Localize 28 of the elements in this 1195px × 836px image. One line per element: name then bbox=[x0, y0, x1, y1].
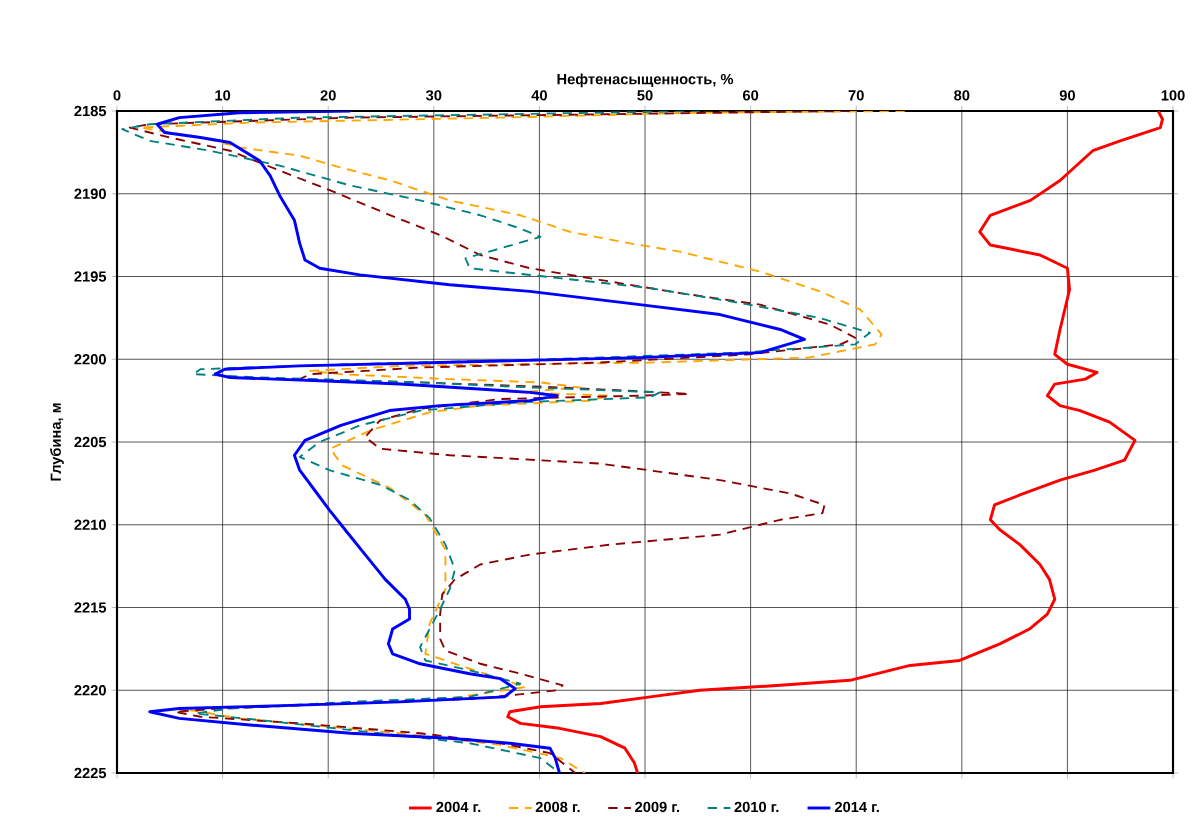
legend-label: 2008 г. bbox=[535, 801, 580, 813]
legend-label: 2009 г. bbox=[635, 801, 680, 813]
x-axis-title: Нефтенасыщенность, % bbox=[557, 73, 734, 88]
x-tick-label: 40 bbox=[531, 90, 547, 101]
x-tick-label: 20 bbox=[320, 90, 336, 101]
y-tick-label: 2205 bbox=[74, 436, 107, 448]
x-tick-label: 80 bbox=[954, 90, 970, 101]
line-series bbox=[506, 111, 1164, 774]
legend-label: 2004 г. bbox=[436, 801, 481, 813]
x-tick-label: 30 bbox=[425, 90, 442, 101]
x-tick-label: 0 bbox=[113, 90, 121, 101]
x-tick-label: 100 bbox=[1161, 90, 1185, 101]
x-tick-label: 70 bbox=[848, 90, 864, 101]
y-tick-label: 2220 bbox=[74, 685, 106, 696]
legend-label: 2010 г. bbox=[734, 801, 779, 813]
y-tick-label: 2190 bbox=[74, 188, 106, 199]
y-tick-label: 2185 bbox=[74, 105, 107, 117]
y-tick-label: 2215 bbox=[74, 602, 107, 613]
x-tick-label: 60 bbox=[743, 90, 759, 101]
y-tick-label: 2225 bbox=[74, 767, 107, 779]
x-tick-label: 10 bbox=[215, 90, 231, 101]
x-tick-label: 50 bbox=[637, 90, 653, 101]
y-tick-label: 2210 bbox=[74, 519, 106, 530]
x-tick-label: 90 bbox=[1059, 90, 1075, 101]
y-axis-title: Глубина, м bbox=[50, 403, 64, 481]
y-tick-label: 2200 bbox=[74, 354, 106, 365]
y-tick-label: 2195 bbox=[74, 271, 107, 282]
legend-label: 2014 г. bbox=[834, 801, 879, 813]
